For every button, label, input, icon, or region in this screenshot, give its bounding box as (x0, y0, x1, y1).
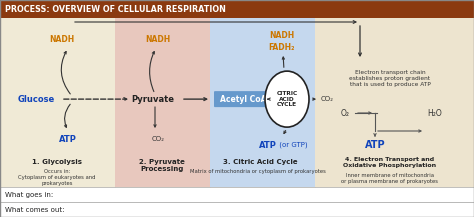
Text: CO₂: CO₂ (152, 136, 164, 142)
Text: Pyruvate: Pyruvate (131, 95, 174, 104)
Text: FADH₂: FADH₂ (269, 43, 295, 53)
Text: Acetyl CoA: Acetyl CoA (220, 95, 266, 104)
Bar (0, 202, 474, 217)
Text: What goes in:: What goes in: (5, 191, 53, 197)
Text: H₂O: H₂O (428, 108, 442, 117)
Bar (0, 0, 474, 18)
Bar (0, 187, 474, 202)
Bar (115, 18, 210, 187)
Text: NADH: NADH (49, 36, 74, 44)
Bar (315, 18, 474, 187)
Text: Occurs in:
Cytoplasm of eukaryotes and
prokaryotes: Occurs in: Cytoplasm of eukaryotes and p… (18, 169, 96, 186)
FancyBboxPatch shape (214, 91, 272, 107)
Text: NADH: NADH (269, 31, 295, 41)
Text: ATP: ATP (259, 140, 277, 150)
Text: 2. Pyruvate
Processing: 2. Pyruvate Processing (139, 159, 185, 172)
Text: PROCESS: OVERVIEW OF CELLULAR RESPIRATION: PROCESS: OVERVIEW OF CELLULAR RESPIRATIO… (5, 5, 226, 13)
Text: Glucose: Glucose (18, 95, 55, 104)
Text: CITRIC
ACID
CYCLE: CITRIC ACID CYCLE (276, 91, 298, 107)
Text: ATP: ATP (59, 135, 77, 143)
Text: NADH: NADH (146, 36, 171, 44)
Bar (0, 18, 115, 187)
Ellipse shape (265, 71, 309, 127)
Text: Inner membrane of mitochondria
or plasma membrane of prokaryotes: Inner membrane of mitochondria or plasma… (341, 173, 438, 184)
Text: CO₂: CO₂ (321, 96, 334, 102)
Text: Matrix of mitochondria or cytoplasm of prokaryotes: Matrix of mitochondria or cytoplasm of p… (190, 169, 326, 174)
Text: 1. Glycolysis: 1. Glycolysis (32, 159, 82, 165)
Text: 3. Citric Acid Cycle: 3. Citric Acid Cycle (223, 159, 297, 165)
Text: O₂: O₂ (340, 108, 349, 117)
Text: Electron transport chain
establishes proton gradient
that is used to produce ATP: Electron transport chain establishes pro… (349, 70, 430, 87)
Text: ATP: ATP (365, 140, 385, 150)
Bar (210, 18, 315, 187)
Text: What comes out:: What comes out: (5, 207, 64, 212)
Text: 4. Electron Transport and
Oxidative Phosphorylation: 4. Electron Transport and Oxidative Phos… (344, 157, 437, 168)
Text: (or GTP): (or GTP) (277, 142, 308, 148)
